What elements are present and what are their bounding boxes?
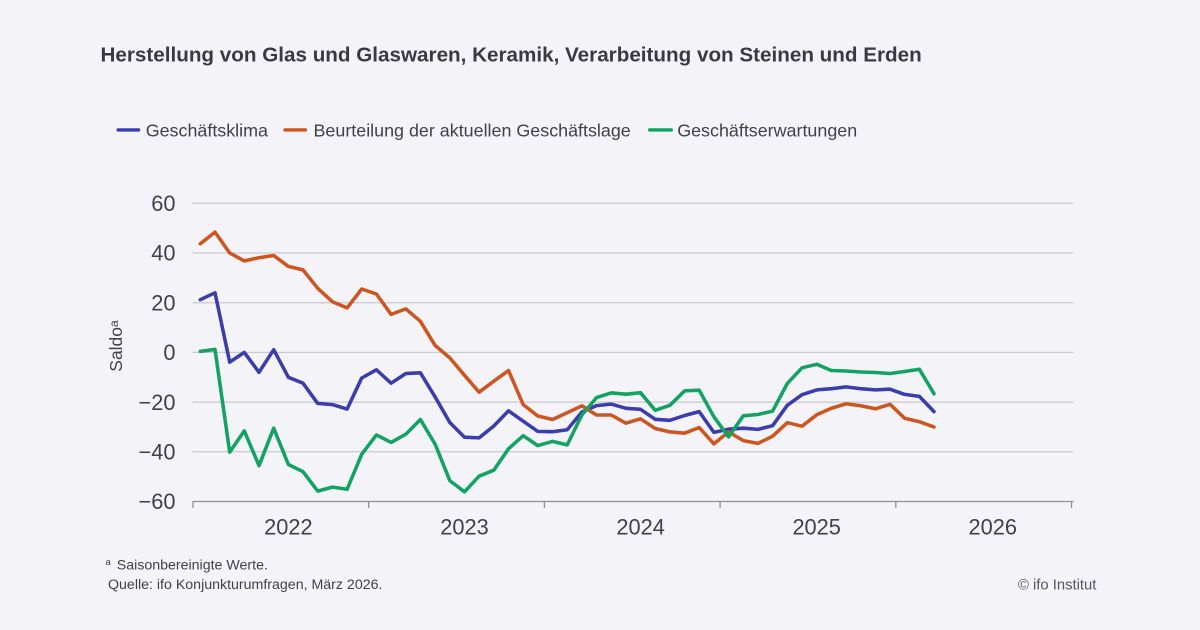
svg-text:a Saisonbereinigte Werte.: a Saisonbereinigte Werte. xyxy=(106,557,268,574)
svg-text:© ifo Institut: © ifo Institut xyxy=(1018,577,1096,593)
svg-text:Quelle: ifo Konjunkturumfragen: Quelle: ifo Konjunkturumfragen, März 202… xyxy=(108,577,382,593)
svg-text:60: 60 xyxy=(151,191,175,216)
svg-text:2024: 2024 xyxy=(616,515,665,540)
svg-text:Saldoa: Saldoa xyxy=(106,320,126,372)
svg-text:2023: 2023 xyxy=(440,515,489,540)
svg-text:2022: 2022 xyxy=(264,515,313,540)
svg-text:Geschäftsklima: Geschäftsklima xyxy=(146,120,268,140)
svg-text:Beurteilung der aktuellen Gesc: Beurteilung der aktuellen Geschäftslage xyxy=(314,120,631,140)
svg-text:2025: 2025 xyxy=(792,515,841,540)
svg-text:0: 0 xyxy=(163,340,175,365)
svg-text:Herstellung von Glas und Glasw: Herstellung von Glas und Glaswaren, Kera… xyxy=(101,44,922,67)
svg-text:40: 40 xyxy=(151,241,175,266)
svg-text:2026: 2026 xyxy=(969,515,1018,540)
svg-text:−40: −40 xyxy=(139,440,176,465)
svg-text:−60: −60 xyxy=(139,489,176,514)
svg-text:20: 20 xyxy=(151,290,175,315)
svg-text:Geschäftserwartungen: Geschäftserwartungen xyxy=(677,120,857,140)
svg-text:−20: −20 xyxy=(139,390,176,415)
